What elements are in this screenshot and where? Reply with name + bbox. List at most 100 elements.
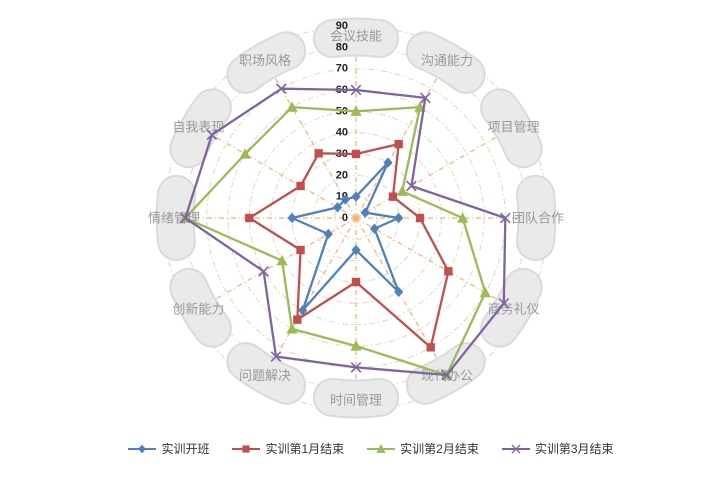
sector-band xyxy=(482,269,541,346)
square-marker-icon xyxy=(444,267,453,276)
square-marker-icon xyxy=(296,181,305,191)
series-line xyxy=(248,142,450,349)
legend-diamond-icon xyxy=(128,444,157,453)
triangle-marker-icon xyxy=(479,286,491,298)
tick-label-0: 0 xyxy=(342,212,348,224)
x-marker-icon xyxy=(499,212,511,224)
square-marker-icon xyxy=(314,149,323,158)
legend-item-2[interactable]: 实训第2月结束 xyxy=(366,440,479,457)
sector-band xyxy=(228,344,305,403)
series-2[interactable] xyxy=(179,101,491,380)
legend-label: 实训开班 xyxy=(161,442,210,456)
tick-label-20: 20 xyxy=(336,169,348,181)
x-marker-icon xyxy=(406,180,417,192)
x-marker-icon xyxy=(441,369,453,381)
legend-triangle-icon xyxy=(367,443,396,453)
triangle-marker-icon xyxy=(286,323,298,334)
x-marker-icon xyxy=(511,443,521,454)
tick-label-80: 80 xyxy=(336,41,348,53)
sector-band xyxy=(171,90,230,167)
sector-band xyxy=(314,19,398,57)
legend-label: 实训第2月结束 xyxy=(400,442,479,456)
tick-label-40: 40 xyxy=(336,127,348,139)
series-3[interactable] xyxy=(179,83,511,381)
chart-legend: 实训开班 实训第1月结束 实训第2月结束 实训第3月结束 xyxy=(0,440,715,457)
x-marker-icon xyxy=(270,351,282,362)
axis-label-6: 时间管理 xyxy=(330,393,382,408)
x-marker-icon xyxy=(498,297,510,309)
x-marker-icon xyxy=(419,92,431,104)
square-marker-icon xyxy=(415,213,425,223)
square-marker-icon xyxy=(242,444,251,453)
square-marker-icon xyxy=(296,245,305,255)
square-marker-icon xyxy=(351,277,361,287)
legend-label: 实训第1月结束 xyxy=(265,442,345,456)
triangle-marker-icon xyxy=(286,101,298,112)
triangle-marker-icon xyxy=(239,148,251,159)
axis-label-0: 会议技能 xyxy=(330,29,382,44)
legend-label: 实训第3月结束 xyxy=(534,442,614,456)
sector-band xyxy=(482,90,541,167)
triangle-marker-icon xyxy=(396,185,408,196)
diamond-marker-icon xyxy=(323,228,333,240)
tick-label-70: 70 xyxy=(336,63,348,75)
triangle-marker-icon xyxy=(376,443,386,453)
axis-spoke xyxy=(355,51,453,219)
sector-band xyxy=(314,379,398,417)
sector-band xyxy=(157,176,195,260)
x-marker-icon xyxy=(206,129,218,141)
axis-spoke xyxy=(189,121,357,219)
legend-x-icon xyxy=(501,443,530,454)
diamond-marker-icon xyxy=(351,191,361,202)
square-marker-icon xyxy=(394,139,403,149)
tick-label-90: 90 xyxy=(336,20,348,32)
diamond-marker-icon xyxy=(360,207,370,218)
square-marker-icon xyxy=(245,213,254,223)
diamond-marker-icon xyxy=(287,212,297,224)
square-marker-icon xyxy=(426,343,435,352)
series-1[interactable] xyxy=(245,139,453,352)
triangle-marker-icon xyxy=(350,105,362,116)
legend-item-3[interactable]: 实训第3月结束 xyxy=(501,440,614,457)
triangle-marker-icon xyxy=(276,254,288,266)
axis-label-2: 项目管理 xyxy=(488,120,540,135)
sector-band xyxy=(228,33,305,92)
sector-band xyxy=(171,269,230,346)
axis-label-1: 沟通能力 xyxy=(421,53,473,68)
axis-label-10: 自我表现 xyxy=(172,120,224,135)
diamond-marker-icon xyxy=(383,157,393,168)
x-marker-icon xyxy=(179,212,191,224)
legend-item-0[interactable]: 实训开班 xyxy=(127,440,209,457)
x-marker-icon xyxy=(350,84,362,96)
diamond-marker-icon xyxy=(340,194,350,205)
sector-band xyxy=(517,176,555,260)
diamond-marker-icon xyxy=(332,202,343,213)
sector-band xyxy=(407,33,484,92)
axis-label-8: 创新能力 xyxy=(172,302,224,317)
axis-spoke xyxy=(355,217,453,385)
diamond-marker-icon xyxy=(394,212,404,224)
square-marker-icon xyxy=(388,192,398,201)
diamond-marker-icon xyxy=(369,223,380,234)
triangle-marker-icon xyxy=(350,340,362,351)
diamond-marker-icon xyxy=(394,286,404,298)
diamond-marker-icon xyxy=(298,305,308,316)
axis-label-7: 问题解决 xyxy=(239,368,291,383)
axis-label-11: 职场风格 xyxy=(239,53,291,68)
diamond-marker-icon xyxy=(138,444,147,453)
x-marker-icon xyxy=(275,83,287,95)
axis-spoke xyxy=(355,121,523,219)
axis-label-3: 团队合作 xyxy=(512,211,564,226)
x-marker-icon xyxy=(258,265,269,277)
axis-label-4: 商务礼仪 xyxy=(488,302,540,317)
legend-item-1[interactable]: 实训第1月结束 xyxy=(231,440,344,457)
axis-spoke xyxy=(259,51,357,219)
triangle-marker-icon xyxy=(457,212,469,223)
square-marker-icon xyxy=(293,315,302,324)
series-0[interactable] xyxy=(287,157,404,316)
square-marker-icon xyxy=(351,149,361,159)
diamond-marker-icon xyxy=(351,244,361,256)
x-marker-icon xyxy=(350,361,362,373)
axis-spoke xyxy=(355,217,523,315)
